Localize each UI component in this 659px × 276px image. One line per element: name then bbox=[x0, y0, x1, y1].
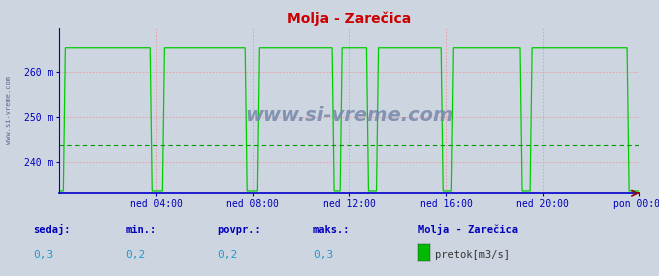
Text: 0,2: 0,2 bbox=[217, 250, 238, 260]
Text: Molja - Zarečica: Molja - Zarečica bbox=[418, 224, 519, 235]
Text: 0,2: 0,2 bbox=[125, 250, 146, 260]
Text: min.:: min.: bbox=[125, 225, 156, 235]
Text: pretok[m3/s]: pretok[m3/s] bbox=[435, 250, 510, 260]
Text: www.si-vreme.com: www.si-vreme.com bbox=[5, 76, 12, 144]
Title: Molja - Zarečica: Molja - Zarečica bbox=[287, 12, 411, 26]
Text: www.si-vreme.com: www.si-vreme.com bbox=[245, 106, 453, 125]
Text: 0,3: 0,3 bbox=[313, 250, 333, 260]
Text: povpr.:: povpr.: bbox=[217, 225, 261, 235]
Text: 0,3: 0,3 bbox=[33, 250, 53, 260]
Text: sedaj:: sedaj: bbox=[33, 224, 71, 235]
Text: maks.:: maks.: bbox=[313, 225, 351, 235]
